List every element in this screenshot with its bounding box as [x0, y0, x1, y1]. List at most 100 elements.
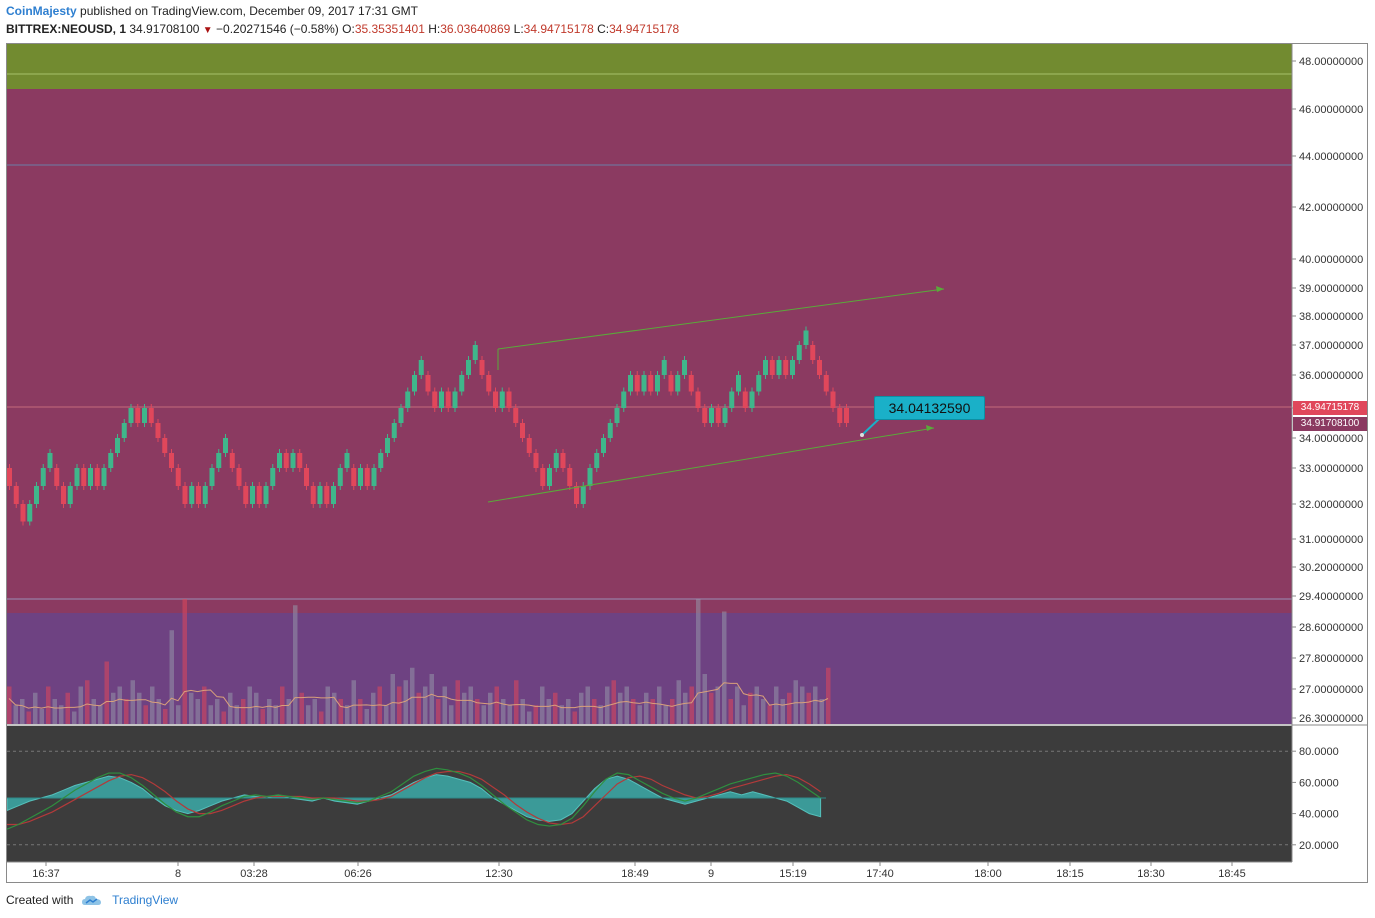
volume-bar [273, 705, 278, 724]
renko-brick [283, 453, 289, 468]
renko-brick [709, 408, 714, 423]
price-annotation-callout[interactable]: 34.04132590 [874, 396, 985, 420]
renko-brick [54, 468, 60, 486]
volume-bar [338, 699, 343, 724]
top-zone-band [7, 44, 1292, 89]
volume-bar [663, 705, 668, 724]
volume-bar [182, 599, 187, 724]
renko-brick [634, 375, 640, 392]
renko-brick [385, 438, 390, 453]
volume-bar [267, 699, 272, 724]
time-tick-label: 03:28 [240, 868, 268, 880]
renko-brick [526, 438, 532, 453]
axes: 48.00000000 46.00000000 44.00000000 42.0000… [7, 44, 1367, 880]
renko-brick [398, 408, 404, 423]
author-link[interactable]: CoinMajesty [6, 4, 77, 18]
renko-brick [67, 486, 73, 504]
renko-brick [803, 330, 809, 345]
volume-bar [728, 699, 733, 724]
volume-bar [683, 692, 688, 724]
volume-bar [195, 699, 200, 724]
renko-brick [736, 375, 741, 392]
volume-bar [117, 686, 122, 724]
renko-brick [445, 391, 451, 408]
open-value: 35.35351401 [354, 22, 425, 36]
renko-brick [715, 408, 721, 423]
volume-bar [429, 674, 434, 724]
renko-brick [580, 486, 586, 504]
last-trade-price-box: 34.91708100 [1293, 417, 1367, 431]
volume-bar [325, 686, 330, 724]
volume-bar [286, 699, 291, 724]
volume-bar [455, 680, 460, 724]
price-axis-background [1292, 44, 1367, 862]
volume-bar [592, 699, 597, 724]
volume-bar [722, 611, 727, 724]
renko-brick [256, 486, 262, 504]
oscillator-tick-label: 60.0000 [1299, 777, 1339, 789]
renko-brick [20, 504, 26, 522]
volume-bar [254, 692, 259, 724]
volume-bar [598, 705, 603, 724]
volume-bar [20, 699, 25, 724]
tradingview-logo-icon [81, 895, 101, 905]
high-label: H: [428, 22, 441, 36]
volume-bar [403, 680, 408, 724]
renko-brick [263, 486, 269, 504]
volume-bar [468, 686, 473, 724]
price-change: −0.20271546 (−0.58%) [216, 22, 339, 36]
renko-brick [452, 391, 458, 408]
volume-bar [364, 709, 369, 724]
price-tick-label: 37.00000000 [1299, 340, 1363, 352]
volume-bar [442, 686, 447, 724]
renko-brick [668, 375, 674, 392]
volume-bar [312, 699, 317, 724]
price-tick-label: 26.30000000 [1299, 713, 1363, 725]
middle-zone-band [7, 89, 1292, 613]
renko-brick [142, 408, 147, 423]
volume-bar [462, 692, 467, 724]
renko-brick [40, 468, 46, 486]
volume-bar [572, 711, 577, 724]
renko-brick [27, 504, 33, 522]
tradingview-brand-link[interactable]: TradingView [112, 893, 179, 907]
volume-bar [546, 699, 551, 724]
renko-brick [756, 375, 762, 392]
chart-background [7, 44, 1367, 882]
volume-bar [761, 699, 766, 724]
low-value: 34.94715178 [523, 22, 594, 36]
renko-brick [567, 468, 573, 486]
renko-brick [47, 453, 53, 468]
volume-bar [39, 709, 44, 724]
price-tick-label: 30.20000000 [1299, 562, 1363, 574]
renko-brick [621, 391, 627, 408]
renko-brick [439, 391, 444, 408]
volume-bar [78, 686, 83, 724]
renko-brick [175, 468, 181, 486]
volume-bar [793, 680, 798, 724]
renko-brick [135, 408, 141, 423]
close-value: 34.94715178 [609, 22, 680, 36]
volume-bar [98, 705, 103, 724]
time-tick-label: 18:15 [1056, 868, 1084, 880]
volume-bar [351, 680, 356, 724]
volume-bar [806, 692, 811, 724]
renko-brick [547, 468, 552, 486]
volume-bar [306, 705, 311, 724]
volume-bar [501, 699, 506, 724]
renko-brick [196, 486, 201, 504]
volume-moving-average [8, 682, 829, 709]
volume-bar [260, 709, 265, 724]
volume-bar [150, 686, 155, 724]
renko-brick [817, 360, 822, 375]
volume-bar [754, 686, 759, 724]
renko-brick [810, 345, 816, 360]
renko-brick [250, 486, 255, 504]
volume-bar [104, 661, 109, 724]
renko-brick [722, 408, 728, 423]
volume-bar [85, 680, 90, 724]
renko-brick [486, 375, 492, 392]
volume-bar [52, 699, 57, 724]
volume-bar [65, 692, 70, 724]
